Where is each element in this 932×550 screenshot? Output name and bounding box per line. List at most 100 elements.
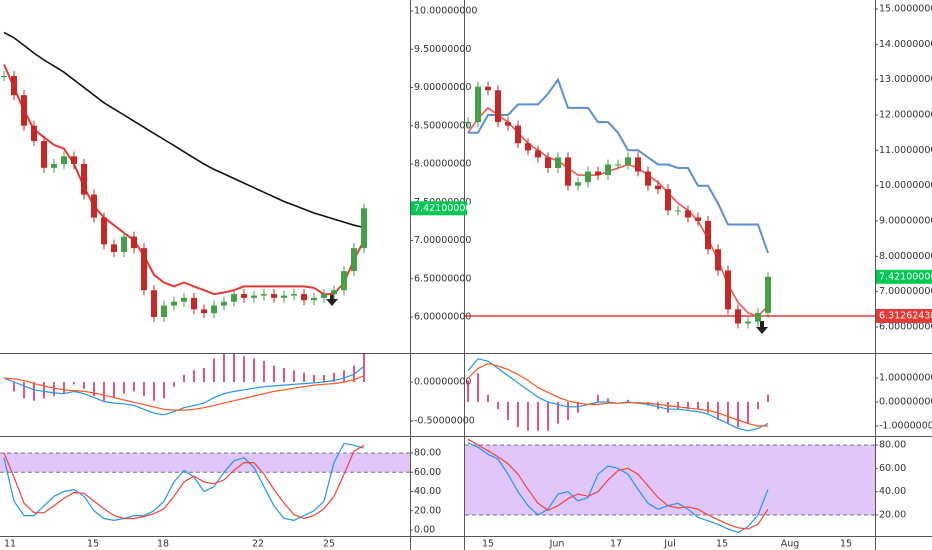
stoch-k xyxy=(3,442,365,522)
y-tick-label: 10.00000000 xyxy=(879,180,932,191)
candle xyxy=(11,76,17,96)
price-tag xyxy=(411,201,467,216)
y-tick-label: -0.50000000 xyxy=(414,416,475,427)
y-tick-label: 11.00000000 xyxy=(879,145,932,156)
candle xyxy=(361,208,367,249)
candle xyxy=(615,164,621,166)
y-tick-label: 7.00000000 xyxy=(414,235,471,246)
candle xyxy=(331,290,337,295)
candle xyxy=(685,210,691,218)
candle xyxy=(251,295,257,298)
candle xyxy=(505,122,511,126)
candle xyxy=(625,157,631,165)
candle xyxy=(131,236,137,249)
stoch-k xyxy=(467,442,769,534)
y-tick-label: 60.00 xyxy=(879,463,906,474)
y-tick-label: 20.00 xyxy=(414,505,441,516)
y-tick-label: 80.00 xyxy=(879,440,906,451)
x-tick-label: 17 xyxy=(610,539,622,550)
candle xyxy=(351,248,357,272)
y-tick-label: 9.00000000 xyxy=(879,216,932,227)
candle xyxy=(191,297,197,310)
candle xyxy=(725,270,731,310)
candle xyxy=(221,301,227,306)
x-tick-label: 25 xyxy=(323,539,335,550)
candle xyxy=(31,125,37,142)
y-tick-label: 15.00000000 xyxy=(879,4,932,15)
stoch-band xyxy=(465,445,875,515)
y-tick-label: 8.00000000 xyxy=(414,159,471,170)
candle xyxy=(261,294,267,296)
y-tick-label: 10.00000000 xyxy=(414,6,477,17)
candle xyxy=(695,217,701,221)
y-tick-label: 6.50000000 xyxy=(414,273,471,284)
candle xyxy=(301,294,307,301)
candle xyxy=(525,143,531,151)
candle xyxy=(291,294,297,296)
candle xyxy=(71,156,77,164)
stoch-d xyxy=(467,438,769,530)
candle xyxy=(605,164,611,176)
price-tag xyxy=(876,308,932,323)
price-tag-label: 7.42100000 xyxy=(879,271,932,282)
x-tick-label: 15 xyxy=(482,539,494,550)
candle xyxy=(595,171,601,176)
candle xyxy=(51,164,57,168)
candle xyxy=(121,236,127,252)
candle xyxy=(211,305,217,314)
candle xyxy=(281,295,287,298)
candle xyxy=(715,249,721,271)
y-tick-label: 6.00000000 xyxy=(414,312,471,323)
candle xyxy=(565,157,571,186)
y-tick-label: 7.00000000 xyxy=(879,286,932,297)
candle xyxy=(535,150,541,158)
x-tick-label: 15 xyxy=(716,539,728,550)
candle xyxy=(61,156,67,164)
candle xyxy=(705,221,711,250)
y-tick-label: 20.00 xyxy=(879,510,906,521)
candle xyxy=(555,157,561,168)
moving-average xyxy=(3,31,365,229)
candle xyxy=(231,294,237,302)
candle xyxy=(141,248,147,291)
y-tick-label: 40.00 xyxy=(414,486,441,497)
y-tick-label: 40.00 xyxy=(879,486,906,497)
signal-line xyxy=(3,375,365,411)
x-tick-label: Aug xyxy=(781,539,800,550)
y-tick-label: 9.50000000 xyxy=(414,44,471,55)
y-tick-label: -1.00000000 xyxy=(879,421,932,432)
y-tick-label: 0.00000000 xyxy=(414,377,471,388)
candle xyxy=(271,294,277,298)
price-tag-label: 7.42100000 xyxy=(414,203,471,214)
candle xyxy=(111,244,117,252)
candle xyxy=(735,309,741,324)
candle xyxy=(341,271,347,291)
y-tick-label: 9.00000000 xyxy=(414,82,471,93)
arrow-marker xyxy=(756,321,768,334)
y-tick-label: 6.00000000 xyxy=(879,322,932,333)
x-tick-label: 11 xyxy=(4,539,16,550)
y-tick-label: 0.00 xyxy=(414,525,435,536)
y-tick-label: 14.00000000 xyxy=(879,39,932,50)
y-tick-label: 60.00 xyxy=(414,467,441,478)
candle xyxy=(41,141,47,168)
candle xyxy=(465,122,471,124)
trend-line xyxy=(3,64,365,296)
candle xyxy=(675,210,681,212)
y-tick-label: 1.00000000 xyxy=(879,373,932,384)
candle xyxy=(585,171,591,183)
candle xyxy=(151,290,157,317)
candle xyxy=(311,297,317,301)
candle xyxy=(201,309,207,314)
y-tick-label: 13.00000000 xyxy=(879,74,932,85)
macd-line xyxy=(3,365,365,416)
y-tick-label: 8.50000000 xyxy=(414,120,471,131)
price-tag-label: 6.31262438 xyxy=(879,310,932,321)
stoch-band xyxy=(0,453,410,473)
arrow-marker xyxy=(326,293,338,306)
candle xyxy=(765,276,771,313)
x-tick-label: 22 xyxy=(252,539,264,550)
